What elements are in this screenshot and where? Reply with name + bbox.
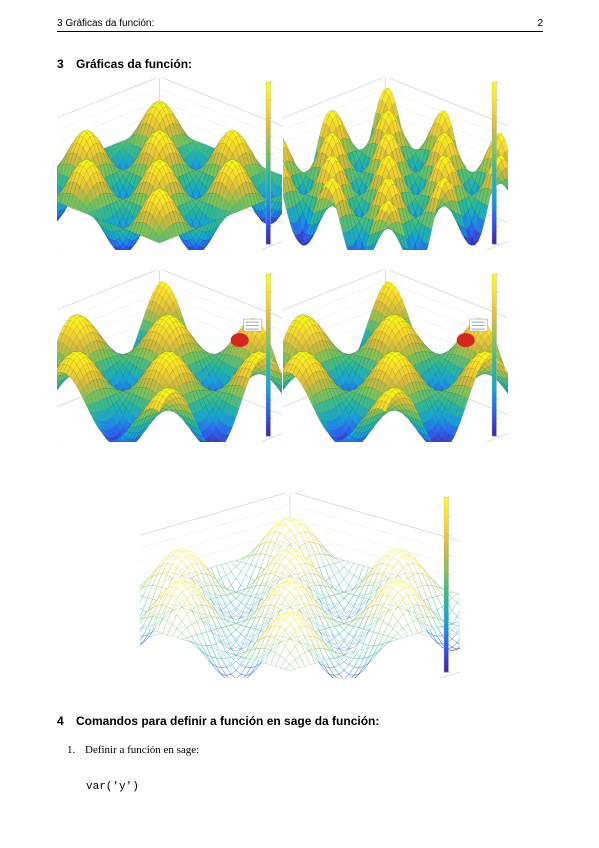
running-title: 3 Gráficas da función: [57, 18, 155, 29]
surface [57, 100, 282, 250]
list-item-text: Definir a función en sage: [85, 744, 200, 756]
mesh-plot-5 [140, 493, 460, 678]
list-item: 1. Definir a función en sage: [67, 744, 199, 756]
surface [140, 517, 460, 678]
datatip-marker [456, 318, 488, 348]
section-title: Comandos para definir a función en sage … [76, 714, 380, 728]
code-line: var('y') [86, 781, 139, 793]
section-heading-3: 3 Gráficas da función: [57, 57, 192, 71]
colorbar [265, 81, 273, 245]
section-heading-4: 4 Comandos para definir a función en sage… [57, 714, 379, 728]
section-number: 3 [57, 57, 64, 71]
section-title: Gráficas da función: [76, 57, 193, 71]
surface-plot-4 [283, 270, 508, 442]
surface-plot-1 [57, 78, 282, 250]
list-marker: 1. [67, 744, 76, 756]
running-head: 3 Gráficas da función: 2 [57, 17, 543, 32]
surface [283, 281, 508, 442]
section-number: 4 [57, 714, 64, 728]
colorbar [443, 496, 451, 673]
colorbar [265, 273, 273, 437]
surface [283, 87, 508, 250]
surface-plot-3 [57, 270, 282, 442]
colorbar [491, 81, 499, 245]
colorbar [491, 273, 499, 437]
page-number: 2 [537, 18, 543, 29]
surface-plot-2 [283, 78, 508, 250]
surface [57, 281, 282, 442]
datatip-marker [230, 318, 262, 348]
